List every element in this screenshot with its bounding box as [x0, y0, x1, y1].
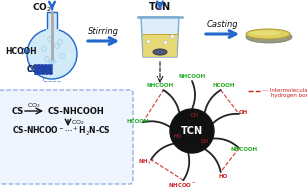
Text: HCOOH: HCOOH	[126, 119, 149, 124]
Text: HCOOH: HCOOH	[5, 46, 37, 56]
Text: NHCOOH: NHCOOH	[147, 84, 174, 88]
Text: CS: CS	[12, 106, 24, 115]
FancyBboxPatch shape	[34, 64, 52, 74]
Text: HO: HO	[173, 134, 181, 139]
Ellipse shape	[246, 29, 290, 39]
Text: CO$_2$: CO$_2$	[71, 119, 85, 127]
Circle shape	[48, 36, 52, 42]
Polygon shape	[141, 17, 179, 57]
Text: OH: OH	[239, 110, 248, 115]
Text: TCN: TCN	[149, 2, 171, 12]
Text: CS: CS	[27, 64, 38, 74]
Text: OH: OH	[191, 113, 199, 118]
Text: NHCOOH: NHCOOH	[178, 74, 206, 78]
Text: HO: HO	[219, 174, 228, 179]
Text: HCOOH: HCOOH	[212, 84, 235, 88]
Text: CO$_2$: CO$_2$	[32, 2, 52, 15]
Ellipse shape	[153, 49, 167, 55]
Ellipse shape	[250, 30, 280, 36]
Text: NHCOOH: NHCOOH	[230, 147, 257, 152]
Circle shape	[27, 29, 77, 79]
Text: Stirring: Stirring	[87, 27, 119, 36]
Circle shape	[45, 57, 49, 61]
Circle shape	[60, 53, 64, 59]
Text: hydrogen bond: hydrogen bond	[262, 94, 307, 98]
Text: CS-NHCOOH: CS-NHCOOH	[48, 106, 105, 115]
Bar	[47, 12, 57, 30]
Text: --- Intermolecular: --- Intermolecular	[262, 88, 307, 92]
Text: CO$_2$: CO$_2$	[27, 101, 41, 110]
Circle shape	[41, 46, 46, 51]
Circle shape	[55, 43, 60, 49]
Text: NHCOO$^-$: NHCOO$^-$	[169, 181, 196, 189]
Polygon shape	[142, 34, 177, 57]
FancyBboxPatch shape	[0, 90, 133, 184]
Text: NH$_3$$^+$: NH$_3$$^+$	[138, 158, 156, 167]
Circle shape	[57, 40, 63, 44]
Text: Casting: Casting	[206, 20, 238, 29]
Text: CS-NHCOO$^-$$\cdots$$^+$H$_2$N-CS: CS-NHCOO$^-$$\cdots$$^+$H$_2$N-CS	[12, 124, 111, 138]
Circle shape	[170, 109, 214, 153]
Text: OH: OH	[200, 139, 208, 144]
Ellipse shape	[246, 31, 292, 43]
Text: TCN: TCN	[181, 126, 203, 136]
